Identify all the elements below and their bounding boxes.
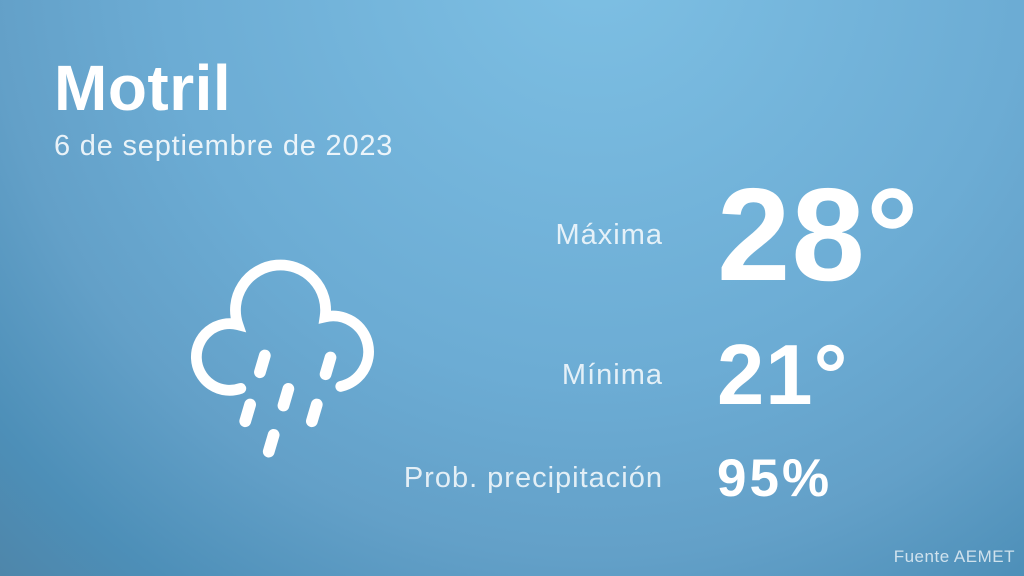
precipitation-value: 95% xyxy=(717,448,833,508)
stat-row-maxima: Máxima 28° xyxy=(398,162,1024,308)
date-subtitle: 6 de septiembre de 2023 xyxy=(54,130,394,162)
precipitation-label: Prob. precipitación xyxy=(403,461,663,494)
stat-row-precipitation: Prob. precipitación 95% xyxy=(398,430,1024,526)
maxima-value: 28° xyxy=(717,161,920,308)
stats-panel: Máxima 28° Mínima 21° Prob. precipitació… xyxy=(398,0,1024,576)
city-title: Motril xyxy=(54,52,232,124)
cloud-rain-icon xyxy=(183,255,379,461)
rain-drops xyxy=(239,349,337,458)
stat-row-minima: Mínima 21° xyxy=(398,320,1024,430)
minima-value: 21° xyxy=(717,327,849,423)
minima-label: Mínima xyxy=(561,358,663,391)
maxima-label: Máxima xyxy=(555,218,663,251)
source-attribution: Fuente AEMET xyxy=(893,547,1015,566)
header: Motril 6 de septiembre de 2023 xyxy=(54,56,393,163)
